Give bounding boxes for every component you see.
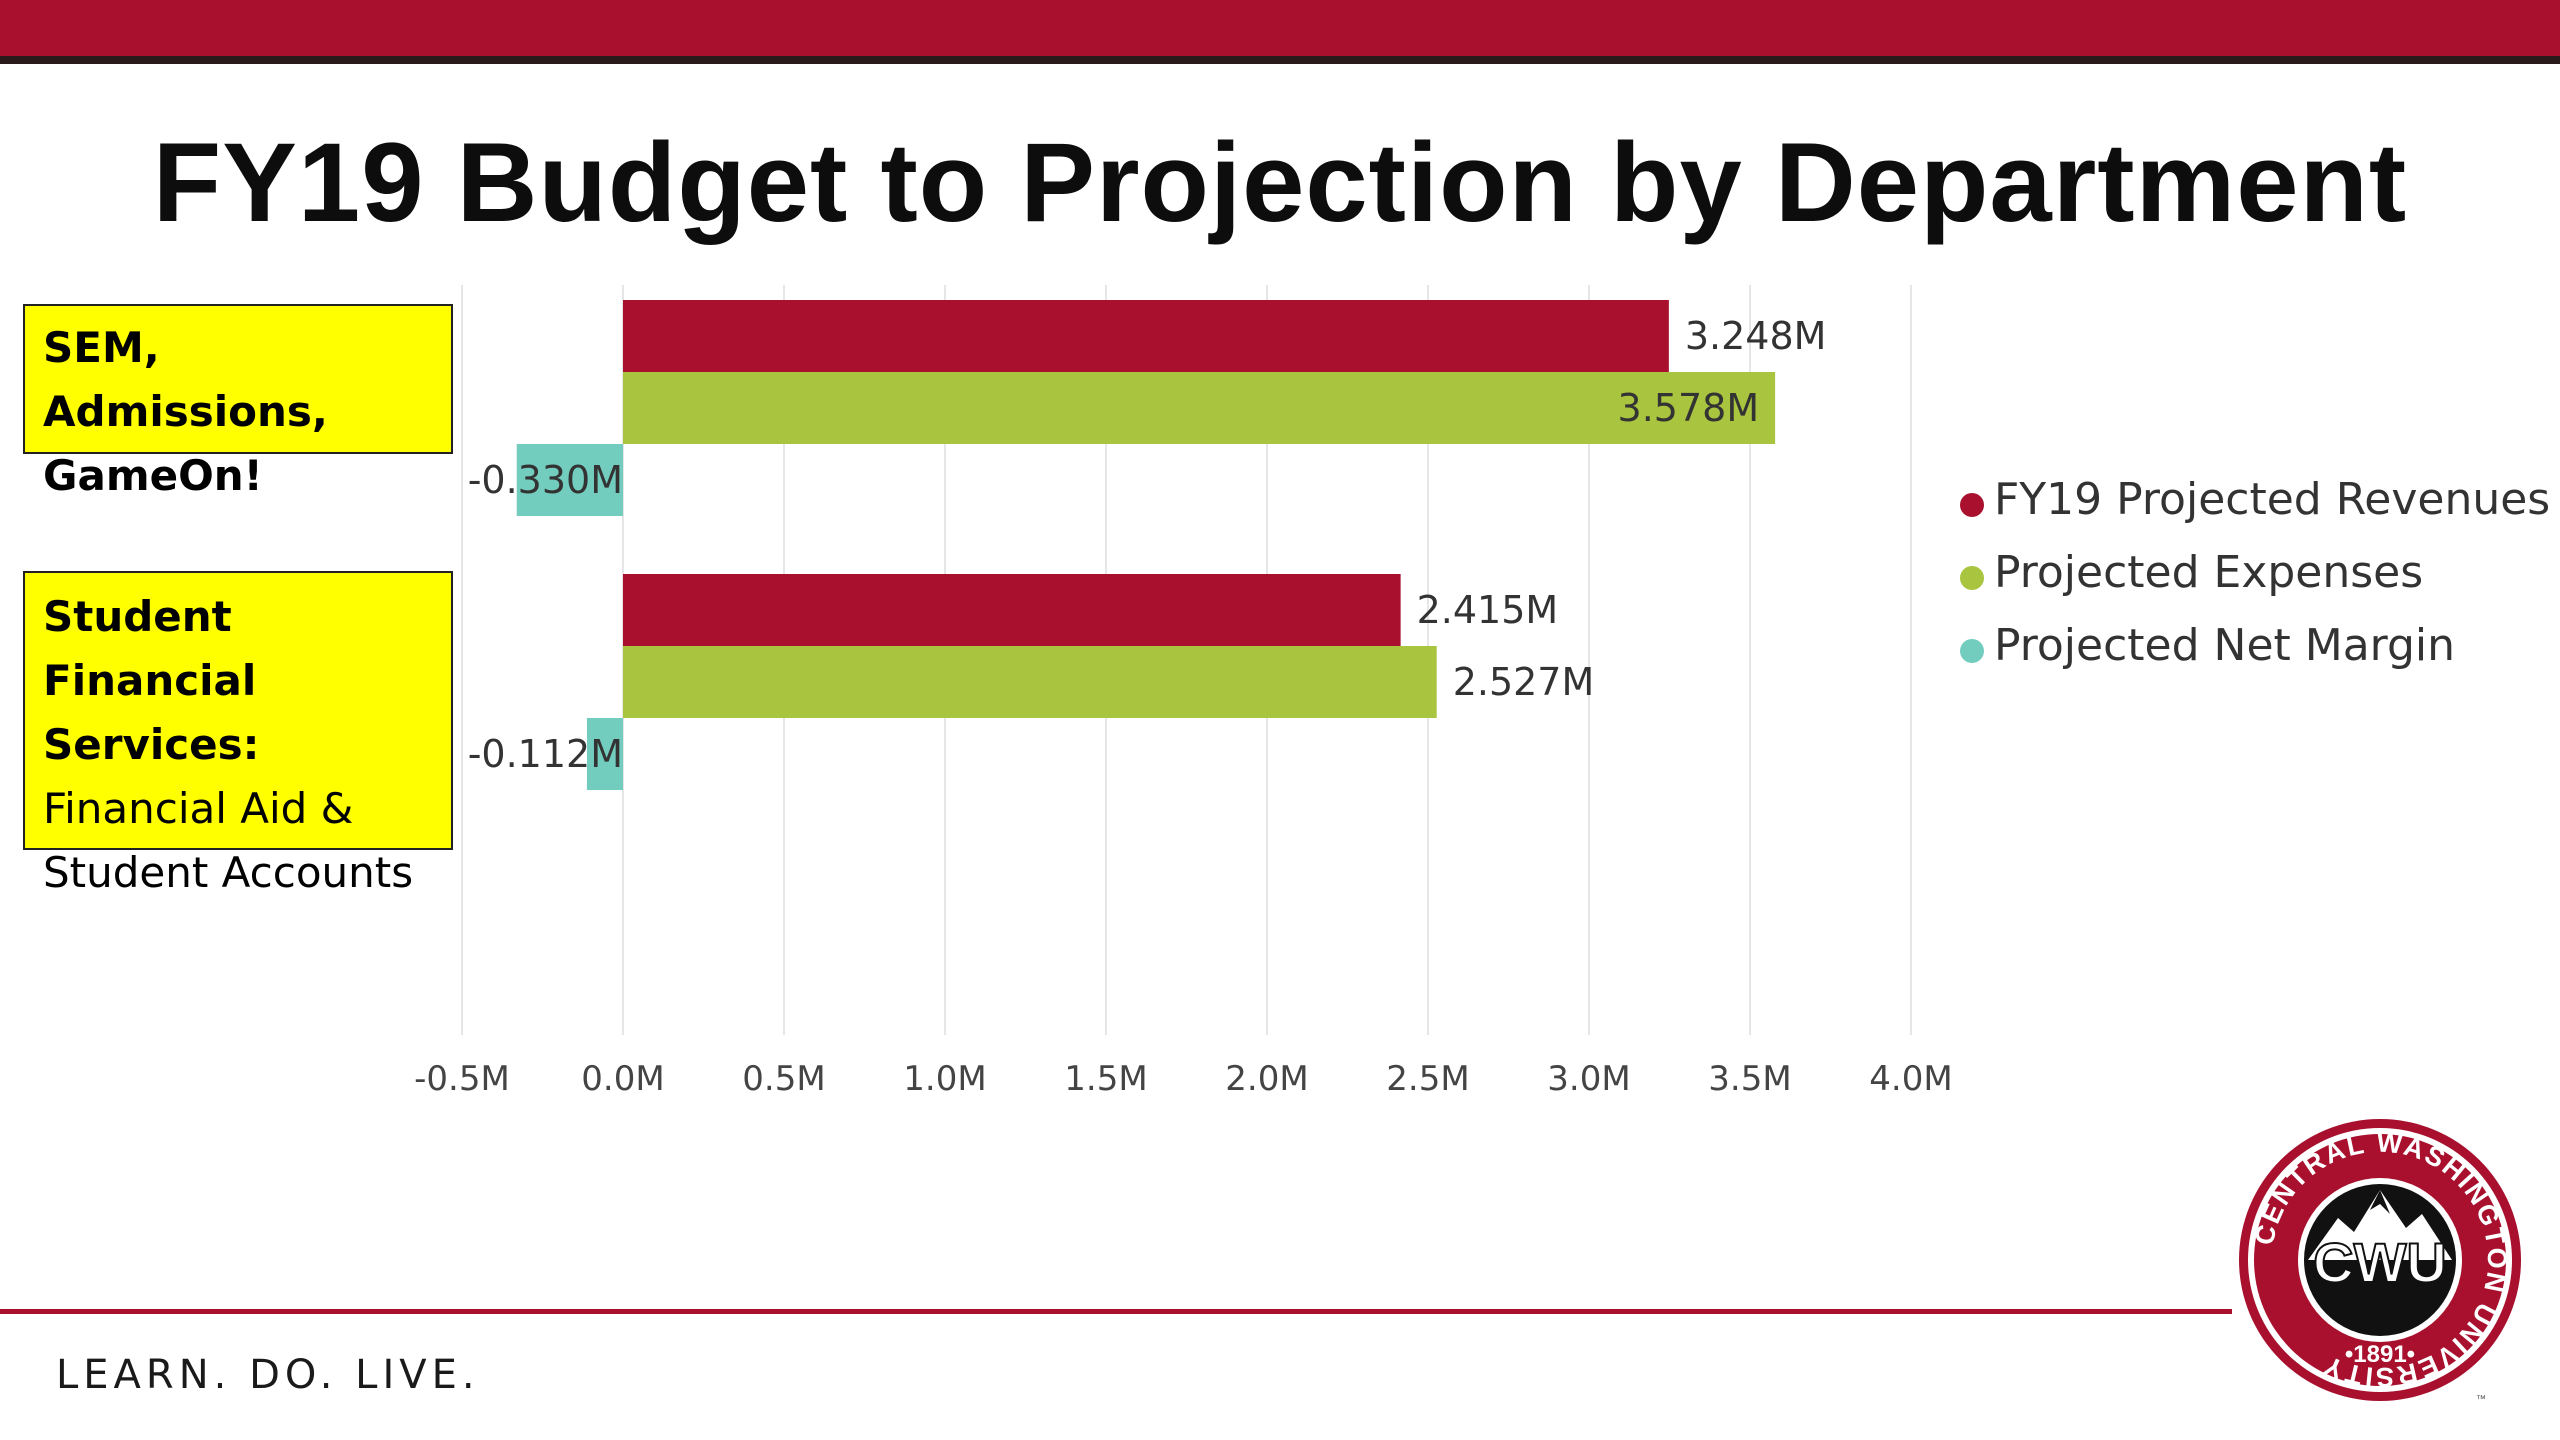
category-label-line: Student Accounts (43, 848, 414, 897)
cwu-logo: CENTRAL WASHINGTON UNIVERSITY CWU •1891•… (2239, 1119, 2521, 1405)
bar-data-label: -0.112M (468, 732, 623, 776)
logo-year-text: •1891• (2345, 1341, 2415, 1368)
chart-x-axis-ticks: -0.5M 0.0M 0.5M 1.0M 1.5M 2.0M 2.5M 3.0M 3.5M 4.0… (414, 1059, 1953, 1099)
x-tick-label: 2.5M (1386, 1059, 1469, 1099)
bar-expenses (623, 372, 1776, 444)
top-bar-divider (0, 56, 2560, 64)
bar-net-margin (516, 444, 623, 516)
category-label-line: SEM, Admissions, (43, 323, 328, 436)
footer-tagline: LEARN. DO. LIVE. (56, 1352, 480, 1398)
legend-dot-net-margin (1960, 639, 1984, 663)
x-tick-label: 1.5M (1064, 1059, 1147, 1099)
x-tick-label: 0.0M (581, 1059, 664, 1099)
x-tick-label: -0.5M (414, 1059, 510, 1099)
logo-center-text: CWU (2313, 1231, 2447, 1294)
slide-title: FY19 Budget to Projection by Department (152, 120, 2408, 245)
legend-label-revenues: FY19 Projected Revenues (1994, 474, 2551, 525)
bar-expenses (623, 646, 1437, 718)
category-label-line: Financial Aid & (43, 784, 354, 833)
category-label-line: GameOn! (43, 451, 263, 500)
bar-data-label: 3.578M (1618, 386, 1760, 430)
bar-data-label: 2.415M (1417, 588, 1559, 632)
bar-revenues (623, 574, 1401, 646)
x-tick-label: 2.0M (1225, 1059, 1308, 1099)
category-label-line: Services: (43, 720, 260, 769)
x-tick-label: 4.0M (1869, 1059, 1952, 1099)
category-label-sem-admissions: SEM, Admissions, GameOn! (23, 304, 453, 500)
legend-label-net-margin: Projected Net Margin (1994, 620, 2456, 671)
footer-divider (0, 1309, 2232, 1314)
bar-data-label: -0.330M (468, 458, 623, 502)
legend-dot-expenses (1960, 566, 1984, 590)
chart-bars (516, 300, 1776, 790)
category-label-line: Student Financial (43, 592, 257, 705)
bar-revenues (623, 300, 1669, 372)
top-brand-bar (0, 0, 2560, 56)
category-label-student-financial-services: Student Financial Services: Financial Ai… (23, 571, 453, 897)
x-tick-label: 0.5M (742, 1059, 825, 1099)
logo-trademark: ™ (2476, 1394, 2486, 1405)
bar-net-margin (586, 718, 623, 790)
bar-data-label: 3.248M (1685, 314, 1827, 358)
legend-dot-revenues (1960, 493, 1984, 517)
x-tick-label: 1.0M (903, 1059, 986, 1099)
legend-label-expenses: Projected Expenses (1994, 547, 2424, 598)
chart-data-labels: 3.248M 3.578M -0.330M 2.415M 2.527M -0.112M (468, 314, 1827, 776)
x-tick-label: 3.5M (1708, 1059, 1791, 1099)
x-tick-label: 3.0M (1547, 1059, 1630, 1099)
bar-data-label: 2.527M (1453, 660, 1595, 704)
